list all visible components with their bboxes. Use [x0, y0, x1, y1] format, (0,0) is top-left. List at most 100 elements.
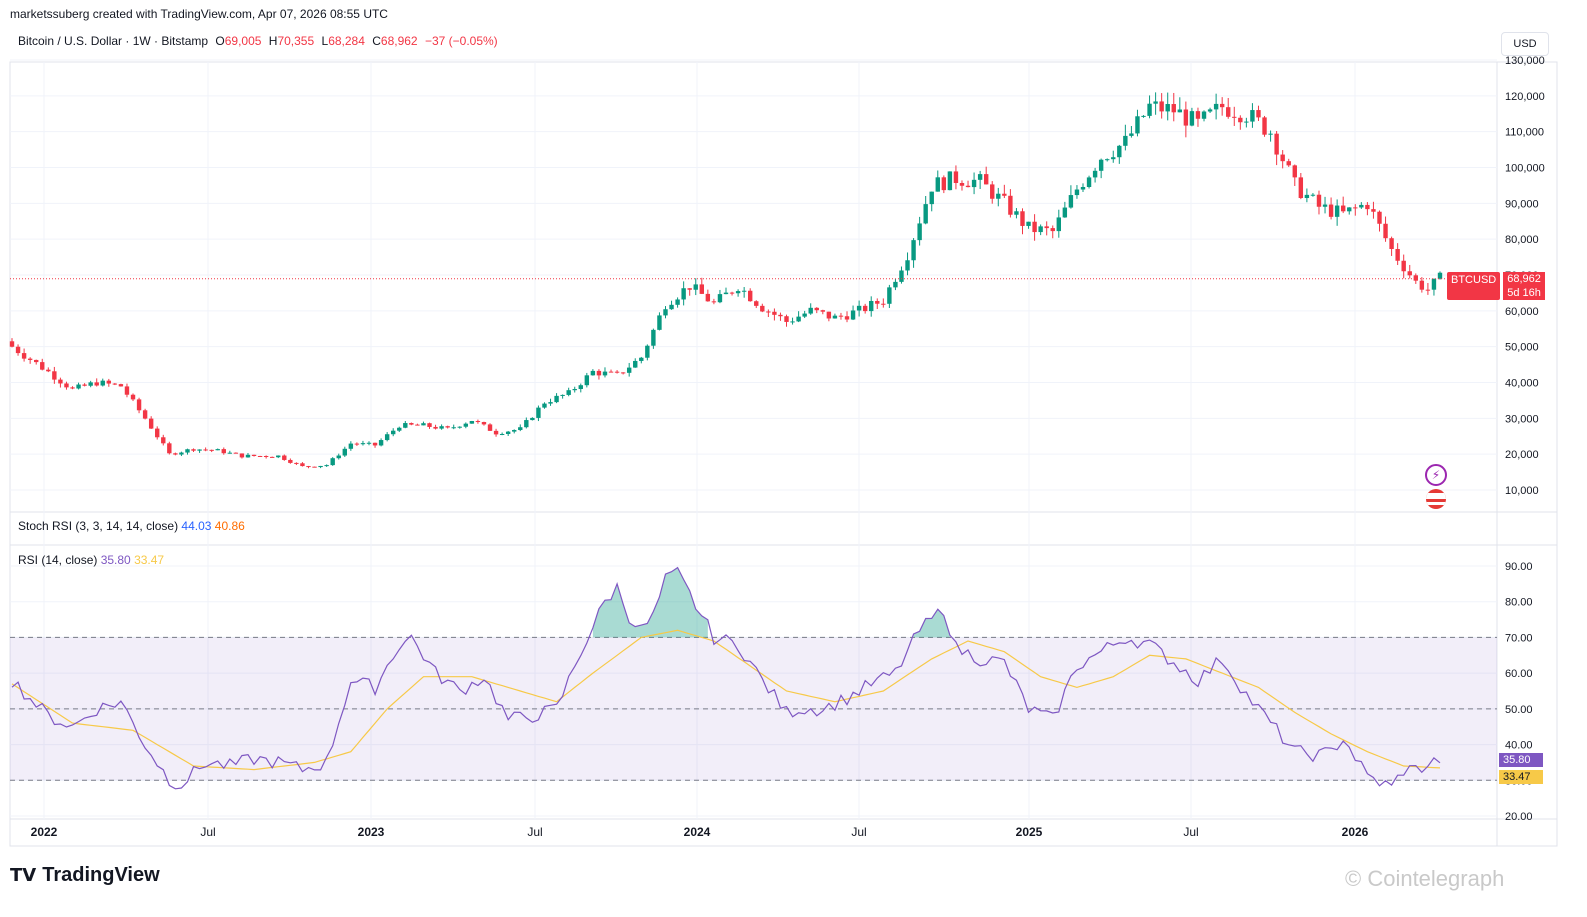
- candle-body: [1123, 135, 1128, 146]
- candle-body: [276, 455, 281, 458]
- us-flag-icon[interactable]: [1426, 489, 1446, 509]
- time-axis-labels: 2022 Jul 2023 Jul 2024 Jul 2025 Jul 2026: [31, 825, 1369, 839]
- candle-body: [336, 455, 341, 459]
- candle-body: [1129, 133, 1134, 136]
- candle-body: [1250, 110, 1255, 122]
- candles-group: [9, 92, 1443, 469]
- candle-body: [990, 184, 995, 199]
- candle-body: [1038, 226, 1043, 233]
- candle-body: [669, 304, 674, 310]
- candle-body: [1207, 109, 1213, 112]
- candle-body: [1407, 271, 1412, 276]
- candle-body: [983, 174, 989, 185]
- rsi-ma-tag: 33.47: [1499, 770, 1543, 784]
- candle-body: [711, 301, 717, 303]
- candle-body: [1310, 194, 1316, 196]
- candle-body: [124, 386, 130, 395]
- candle-body: [1322, 204, 1328, 207]
- candle-body: [790, 321, 795, 323]
- candle-body: [1280, 154, 1285, 162]
- currency-button[interactable]: USD: [1501, 32, 1549, 56]
- candle-body: [1098, 159, 1104, 171]
- candle-body: [1334, 205, 1340, 217]
- candle-body: [657, 315, 662, 330]
- time-tick-label: 2025: [1016, 825, 1043, 839]
- rsi-legend[interactable]: RSI (14, close) 35.80 33.47: [18, 553, 164, 567]
- candle-body: [1056, 217, 1061, 232]
- candle-body: [518, 427, 523, 431]
- candle-body: [403, 423, 408, 428]
- rsi-ma-line: [11, 629, 1441, 771]
- candle-body: [832, 315, 838, 319]
- candle-body: [917, 223, 922, 241]
- candle-body: [1165, 104, 1170, 112]
- candle-body: [372, 442, 378, 446]
- candle-body: [21, 353, 27, 359]
- candle-body: [608, 371, 614, 373]
- candle-body: [578, 385, 583, 390]
- candle-body: [1226, 107, 1231, 117]
- candle-body: [959, 183, 965, 186]
- candle-body: [257, 455, 263, 457]
- rsi-tick-label: 90.00: [1505, 561, 1533, 573]
- candle-body: [1044, 226, 1049, 229]
- candle-body: [675, 299, 680, 305]
- price-tick-label: 90,000: [1505, 198, 1539, 210]
- candle-body: [1304, 194, 1310, 199]
- candle-body: [893, 281, 898, 288]
- candle-body: [772, 311, 777, 315]
- candle-body: [391, 430, 396, 435]
- candle-body: [614, 371, 620, 373]
- candle-body: [1401, 260, 1406, 272]
- symbol-title[interactable]: Bitcoin / U.S. Dollar · 1W · Bitstamp: [18, 34, 209, 48]
- price-tick-label: 10,000: [1505, 485, 1539, 497]
- candle-body: [941, 177, 947, 191]
- attribution-text: marketssuberg created with TradingView.c…: [10, 7, 388, 21]
- candle-body: [288, 459, 293, 463]
- candle-body: [221, 449, 226, 454]
- candle-body: [723, 292, 729, 295]
- lightning-icon[interactable]: ⚡: [1425, 464, 1447, 486]
- candle-body: [330, 458, 335, 466]
- candle-body: [905, 260, 910, 271]
- candle-body: [354, 443, 360, 445]
- candle-body: [1117, 145, 1122, 158]
- high-label: H: [268, 34, 278, 48]
- candle-body: [130, 394, 136, 400]
- candle-body: [1086, 177, 1092, 187]
- price-tick-label: 30,000: [1505, 413, 1539, 425]
- candle-body: [100, 380, 105, 386]
- price-tick-label: 50,000: [1505, 342, 1539, 354]
- candle-body: [844, 316, 850, 320]
- price-tag-symbol: BTCUSD: [1447, 272, 1501, 300]
- candle-body: [378, 440, 384, 446]
- price-tick-label: 100,000: [1505, 163, 1545, 175]
- candle-body: [294, 462, 299, 464]
- candle-body: [869, 300, 874, 312]
- candle-body: [1183, 109, 1189, 126]
- candle-body: [384, 434, 390, 441]
- candle-body: [1425, 289, 1431, 291]
- candle-body: [602, 371, 608, 376]
- stoch-rsi-legend[interactable]: Stoch RSI (3, 3, 14, 14, close) 44.03 40…: [18, 519, 245, 533]
- candle-body: [269, 456, 275, 458]
- open-label: O: [215, 34, 225, 48]
- candle-body: [203, 449, 208, 451]
- candle-body: [421, 423, 426, 426]
- price-tag: BTCUSD 68,962 5d 16h: [1447, 272, 1545, 300]
- candle-body: [179, 452, 184, 455]
- candle-body: [191, 449, 196, 451]
- candle-body: [9, 341, 15, 347]
- candle-body: [1014, 211, 1019, 215]
- candle-body: [1177, 109, 1183, 113]
- candle-body: [366, 442, 372, 444]
- candle-body: [457, 426, 462, 428]
- candle-body: [1201, 111, 1207, 119]
- candle-body: [1413, 275, 1418, 281]
- rsi-label: RSI (14, close): [18, 553, 98, 567]
- candle-body: [802, 313, 807, 317]
- candle-body: [748, 290, 753, 302]
- candle-body: [324, 465, 329, 467]
- tradingview-logo[interactable]: 𝗧𝗩 TradingView: [10, 864, 160, 887]
